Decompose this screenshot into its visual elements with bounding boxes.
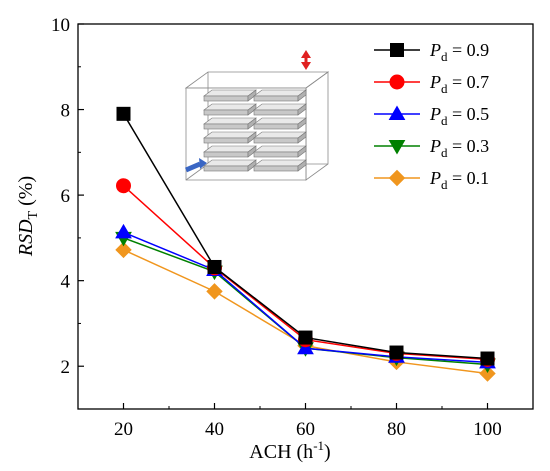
shelf-front bbox=[203, 151, 249, 158]
shelf-front bbox=[203, 137, 249, 144]
data-point bbox=[480, 351, 495, 366]
x-tick-label: 100 bbox=[473, 419, 502, 440]
shelf-side bbox=[297, 117, 307, 130]
shelf-top bbox=[253, 117, 307, 125]
shelf-top bbox=[203, 117, 257, 125]
y-axis-ticks: 2 4 6 8 10 bbox=[51, 15, 84, 410]
y-tick-label: 8 bbox=[61, 101, 71, 122]
x-axis-title: ACH (h-1) bbox=[249, 438, 330, 463]
shelf-top bbox=[203, 159, 257, 167]
legend-item: Pd = 0.5 bbox=[374, 104, 489, 128]
shelf-front bbox=[253, 109, 299, 116]
shelf-top bbox=[203, 131, 257, 139]
y-tick-label: 4 bbox=[61, 272, 71, 293]
x-tick-label: 20 bbox=[114, 419, 133, 440]
shelf-top bbox=[253, 159, 307, 167]
shelf-top bbox=[253, 145, 307, 153]
shelf-front bbox=[253, 123, 299, 130]
shelf-front bbox=[203, 95, 249, 102]
legend-item: Pd = 0.3 bbox=[374, 136, 489, 160]
y-tick-label: 6 bbox=[61, 186, 71, 207]
shelf-front bbox=[203, 123, 249, 130]
data-point bbox=[389, 345, 404, 360]
x-tick-label: 80 bbox=[387, 419, 406, 440]
shelf-side bbox=[297, 131, 307, 144]
series-0 bbox=[116, 106, 495, 366]
legend-item: Pd = 0.9 bbox=[374, 40, 489, 64]
data-point bbox=[479, 365, 496, 382]
data-point bbox=[116, 106, 131, 121]
outlet-arrow-icon bbox=[301, 50, 311, 70]
shelf-front bbox=[253, 95, 299, 102]
data-point bbox=[115, 241, 132, 259]
shelf-top bbox=[203, 89, 257, 97]
data-point bbox=[206, 283, 223, 300]
room-schematic-inset bbox=[184, 50, 330, 181]
shelf-front bbox=[203, 165, 249, 172]
shelf-side bbox=[297, 145, 307, 158]
data-point bbox=[207, 259, 222, 274]
data-point bbox=[297, 339, 314, 355]
y-axis-title: RSDT (%) bbox=[15, 176, 41, 257]
series-layer bbox=[115, 106, 496, 382]
data-point bbox=[115, 223, 132, 239]
y-tick-label: 10 bbox=[51, 15, 70, 36]
x-tick-label: 40 bbox=[205, 419, 224, 440]
legend-marker bbox=[390, 43, 404, 57]
shelf-front bbox=[253, 137, 299, 144]
legend-label: Pd = 0.3 bbox=[429, 136, 489, 160]
shelf-side bbox=[297, 103, 307, 116]
inlet-arrow-icon bbox=[185, 158, 207, 173]
legend-marker bbox=[388, 169, 406, 187]
legend-marker bbox=[388, 140, 406, 155]
legend-marker bbox=[389, 74, 405, 90]
x-tick-label: 60 bbox=[296, 419, 315, 440]
legend: Pd = 0.9 Pd = 0.7 Pd = 0.5 Pd = 0.3 Pd = 0.1 bbox=[374, 40, 489, 192]
shelf-front bbox=[253, 165, 299, 172]
data-point bbox=[116, 178, 131, 194]
shelf-top bbox=[203, 103, 257, 111]
shelf-side bbox=[297, 89, 307, 102]
legend-item: Pd = 0.7 bbox=[374, 72, 489, 96]
shelf-top bbox=[253, 89, 307, 97]
shelf-top bbox=[253, 103, 307, 111]
shelf-front bbox=[203, 109, 249, 116]
shelf-side bbox=[297, 159, 307, 172]
legend-label: Pd = 0.7 bbox=[429, 72, 489, 96]
shelf-top bbox=[253, 131, 307, 139]
legend-label: Pd = 0.5 bbox=[429, 104, 489, 128]
x-axis-ticks: 20 40 60 80 100 bbox=[114, 403, 534, 440]
shelf-top bbox=[203, 145, 257, 153]
y-tick-label: 2 bbox=[61, 357, 71, 378]
legend-label: Pd = 0.1 bbox=[429, 168, 489, 192]
legend-marker bbox=[388, 105, 406, 120]
data-point bbox=[298, 330, 313, 345]
legend-label: Pd = 0.9 bbox=[429, 40, 489, 64]
legend-item: Pd = 0.1 bbox=[374, 168, 489, 192]
shelf-front bbox=[253, 151, 299, 158]
